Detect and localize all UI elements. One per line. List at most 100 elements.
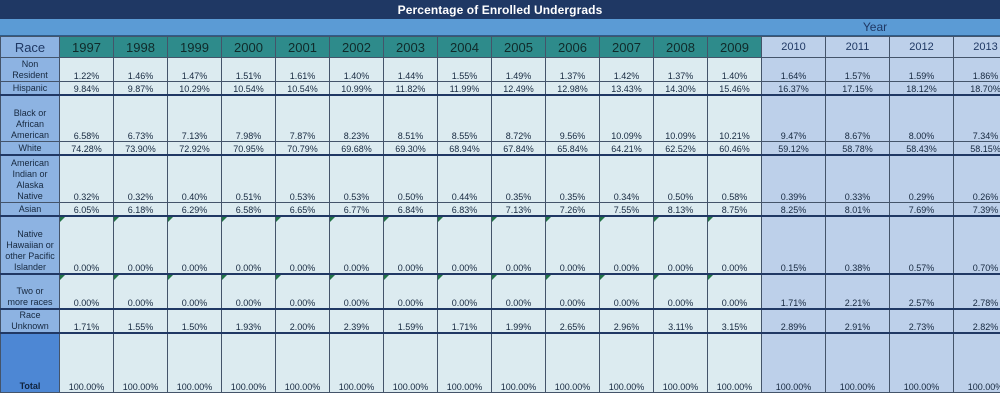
cell-two-or-more-races-1998[interactable]: 0.00% [113,273,168,310]
cell-black-or-african-american-1999[interactable]: 7.13% [167,94,222,142]
row-label-white[interactable]: White [0,141,60,156]
cell-asian-2008[interactable]: 8.13% [653,202,708,217]
row-label-asian[interactable]: Asian [0,202,60,217]
column-header-year-1999[interactable]: 1999 [167,36,222,58]
cell-race-unknown-1998[interactable]: 1.55% [113,308,168,334]
cell-hispanic-2006[interactable]: 12.98% [545,81,600,96]
cell-white-2010[interactable]: 59.12% [761,141,826,156]
cell-non-resident-2002[interactable]: 1.40% [329,57,384,82]
cell-native-hawaiian-or-other-pacific-islander-2005[interactable]: 0.00% [491,215,546,275]
cell-native-hawaiian-or-other-pacific-islander-2004[interactable]: 0.00% [437,215,492,275]
cell-black-or-african-american-1997[interactable]: 6.58% [59,94,114,142]
cell-hispanic-2013[interactable]: 18.70% [953,81,1000,96]
cell-american-indian-or-alaska-native-2004[interactable]: 0.44% [437,154,492,203]
cell-total-2001[interactable]: 100.00% [275,332,330,393]
cell-two-or-more-races-2009[interactable]: 0.00% [707,273,762,310]
cell-two-or-more-races-2003[interactable]: 0.00% [383,273,438,310]
cell-non-resident-1999[interactable]: 1.47% [167,57,222,82]
cell-asian-2005[interactable]: 7.13% [491,202,546,217]
cell-native-hawaiian-or-other-pacific-islander-2000[interactable]: 0.00% [221,215,276,275]
cell-native-hawaiian-or-other-pacific-islander-2006[interactable]: 0.00% [545,215,600,275]
cell-non-resident-2010[interactable]: 1.64% [761,57,826,82]
row-label-native-hawaiian-or-other-pacific-islander[interactable]: Native Hawaiian or other Pacific Islander [0,215,60,275]
cell-black-or-african-american-2012[interactable]: 8.00% [889,94,954,142]
cell-asian-1998[interactable]: 6.18% [113,202,168,217]
cell-total-2009[interactable]: 100.00% [707,332,762,393]
row-label-non-resident[interactable]: Non Resident [0,57,60,82]
cell-black-or-african-american-2011[interactable]: 8.67% [825,94,890,142]
cell-american-indian-or-alaska-native-2001[interactable]: 0.53% [275,154,330,203]
cell-hispanic-1999[interactable]: 10.29% [167,81,222,96]
cell-total-2011[interactable]: 100.00% [825,332,890,393]
cell-black-or-african-american-2004[interactable]: 8.55% [437,94,492,142]
cell-native-hawaiian-or-other-pacific-islander-2002[interactable]: 0.00% [329,215,384,275]
cell-non-resident-2003[interactable]: 1.44% [383,57,438,82]
cell-american-indian-or-alaska-native-2000[interactable]: 0.51% [221,154,276,203]
row-label-race-unknown[interactable]: Race Unknown [0,308,60,334]
cell-white-2005[interactable]: 67.84% [491,141,546,156]
cell-total-2003[interactable]: 100.00% [383,332,438,393]
cell-hispanic-1997[interactable]: 9.84% [59,81,114,96]
cell-two-or-more-races-2001[interactable]: 0.00% [275,273,330,310]
cell-black-or-african-american-2005[interactable]: 8.72% [491,94,546,142]
cell-total-2004[interactable]: 100.00% [437,332,492,393]
row-label-black-or-african-american[interactable]: Black or African American [0,94,60,142]
cell-non-resident-2001[interactable]: 1.61% [275,57,330,82]
row-label-two-or-more-races[interactable]: Two or more races [0,273,60,310]
column-header-year-2011[interactable]: 2011 [825,36,890,58]
cell-american-indian-or-alaska-native-2008[interactable]: 0.50% [653,154,708,203]
cell-native-hawaiian-or-other-pacific-islander-2011[interactable]: 0.38% [825,215,890,275]
cell-non-resident-2006[interactable]: 1.37% [545,57,600,82]
cell-hispanic-2004[interactable]: 11.99% [437,81,492,96]
cell-total-2008[interactable]: 100.00% [653,332,708,393]
cell-two-or-more-races-1999[interactable]: 0.00% [167,273,222,310]
cell-native-hawaiian-or-other-pacific-islander-1998[interactable]: 0.00% [113,215,168,275]
column-header-year-2000[interactable]: 2000 [221,36,276,58]
column-header-year-2003[interactable]: 2003 [383,36,438,58]
cell-non-resident-1998[interactable]: 1.46% [113,57,168,82]
cell-race-unknown-1997[interactable]: 1.71% [59,308,114,334]
column-header-year-2001[interactable]: 2001 [275,36,330,58]
column-header-year-2013[interactable]: 2013 [953,36,1000,58]
cell-asian-1999[interactable]: 6.29% [167,202,222,217]
cell-hispanic-2008[interactable]: 14.30% [653,81,708,96]
cell-race-unknown-2001[interactable]: 2.00% [275,308,330,334]
row-label-hispanic[interactable]: Hispanic [0,81,60,96]
cell-native-hawaiian-or-other-pacific-islander-2009[interactable]: 0.00% [707,215,762,275]
cell-white-2006[interactable]: 65.84% [545,141,600,156]
cell-total-2002[interactable]: 100.00% [329,332,384,393]
column-header-year-2007[interactable]: 2007 [599,36,654,58]
cell-asian-2001[interactable]: 6.65% [275,202,330,217]
cell-white-2000[interactable]: 70.95% [221,141,276,156]
cell-black-or-african-american-2009[interactable]: 10.21% [707,94,762,142]
cell-hispanic-2000[interactable]: 10.54% [221,81,276,96]
cell-race-unknown-2006[interactable]: 2.65% [545,308,600,334]
cell-white-2012[interactable]: 58.43% [889,141,954,156]
cell-black-or-african-american-2007[interactable]: 10.09% [599,94,654,142]
cell-hispanic-2001[interactable]: 10.54% [275,81,330,96]
cell-american-indian-or-alaska-native-2011[interactable]: 0.33% [825,154,890,203]
cell-asian-2000[interactable]: 6.58% [221,202,276,217]
cell-black-or-african-american-2003[interactable]: 8.51% [383,94,438,142]
cell-black-or-african-american-2008[interactable]: 10.09% [653,94,708,142]
cell-total-2006[interactable]: 100.00% [545,332,600,393]
cell-total-2000[interactable]: 100.00% [221,332,276,393]
cell-hispanic-2009[interactable]: 15.46% [707,81,762,96]
cell-asian-2003[interactable]: 6.84% [383,202,438,217]
column-header-year-1997[interactable]: 1997 [59,36,114,58]
cell-non-resident-2007[interactable]: 1.42% [599,57,654,82]
cell-total-2013[interactable]: 100.00% [953,332,1000,393]
cell-asian-2009[interactable]: 8.75% [707,202,762,217]
cell-american-indian-or-alaska-native-2003[interactable]: 0.50% [383,154,438,203]
cell-asian-2012[interactable]: 7.69% [889,202,954,217]
cell-american-indian-or-alaska-native-2002[interactable]: 0.53% [329,154,384,203]
cell-race-unknown-1999[interactable]: 1.50% [167,308,222,334]
column-header-year-2010[interactable]: 2010 [761,36,826,58]
cell-non-resident-2005[interactable]: 1.49% [491,57,546,82]
cell-two-or-more-races-1997[interactable]: 0.00% [59,273,114,310]
cell-white-2007[interactable]: 64.21% [599,141,654,156]
cell-native-hawaiian-or-other-pacific-islander-2010[interactable]: 0.15% [761,215,826,275]
cell-race-unknown-2003[interactable]: 1.59% [383,308,438,334]
cell-total-1997[interactable]: 100.00% [59,332,114,393]
cell-native-hawaiian-or-other-pacific-islander-2012[interactable]: 0.57% [889,215,954,275]
